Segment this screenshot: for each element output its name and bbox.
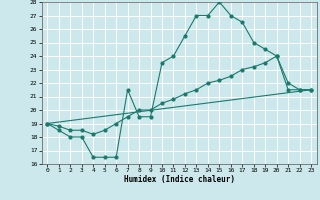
X-axis label: Humidex (Indice chaleur): Humidex (Indice chaleur)	[124, 175, 235, 184]
